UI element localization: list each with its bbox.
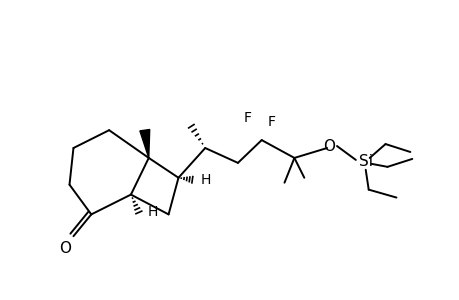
Text: H: H: [147, 206, 157, 219]
Text: O: O: [322, 139, 334, 154]
Text: F: F: [243, 111, 251, 125]
Text: Si: Si: [358, 154, 372, 169]
Polygon shape: [140, 130, 149, 158]
Text: H: H: [201, 173, 211, 187]
Text: F: F: [267, 115, 275, 129]
Text: O: O: [59, 241, 72, 256]
